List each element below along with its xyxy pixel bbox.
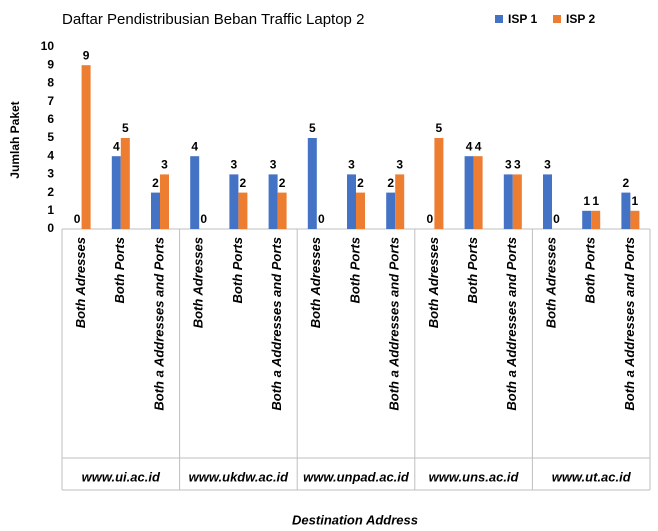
data-label: 3 bbox=[161, 158, 168, 172]
bar bbox=[111, 156, 121, 229]
data-label: 1 bbox=[632, 194, 639, 208]
bar bbox=[621, 192, 631, 229]
bar bbox=[268, 174, 278, 229]
data-label: 2 bbox=[387, 176, 394, 190]
x-tick-label: Both Ports bbox=[230, 237, 245, 303]
bar bbox=[434, 138, 444, 229]
data-label: 4 bbox=[191, 139, 198, 153]
y-tick-label: 0 bbox=[47, 221, 54, 235]
bar bbox=[503, 174, 513, 229]
data-label: 0 bbox=[318, 212, 325, 226]
data-label: 5 bbox=[309, 121, 316, 135]
bar bbox=[464, 156, 474, 229]
bar bbox=[120, 138, 130, 229]
data-label: 3 bbox=[514, 158, 521, 172]
data-label: 3 bbox=[348, 158, 355, 172]
x-tick-label: Both Adresses bbox=[308, 237, 323, 328]
bar bbox=[582, 210, 592, 229]
x-tick-label: Both Ports bbox=[583, 237, 598, 303]
x-tick-label: Both a Addresses and Ports bbox=[622, 237, 637, 411]
bar bbox=[512, 174, 522, 229]
y-tick-label: 9 bbox=[47, 57, 54, 71]
group-label: www.ui.ac.id bbox=[82, 469, 161, 484]
group-label: www.ukdw.ac.id bbox=[189, 469, 290, 484]
chart-title: Daftar Pendistribusian Beban Traffic Lap… bbox=[62, 11, 364, 28]
bar bbox=[160, 174, 169, 229]
data-label: 4 bbox=[113, 139, 120, 153]
data-label: 3 bbox=[231, 158, 238, 172]
data-label: 2 bbox=[279, 176, 286, 190]
y-tick-label: 4 bbox=[47, 148, 54, 162]
group-label: www.unpad.ac.id bbox=[303, 469, 410, 484]
x-tick-label: Both Adresses bbox=[426, 237, 441, 328]
bar bbox=[229, 174, 239, 229]
bar bbox=[347, 174, 356, 229]
legend-swatch bbox=[495, 15, 503, 23]
x-tick-label: Both Adresses bbox=[73, 237, 88, 328]
data-label: 3 bbox=[396, 158, 403, 172]
x-tick-label: Both Ports bbox=[465, 237, 480, 303]
bar bbox=[277, 192, 287, 229]
bar bbox=[151, 192, 160, 229]
data-label: 0 bbox=[553, 212, 560, 226]
x-tick-label: Both Ports bbox=[347, 237, 362, 303]
bar bbox=[190, 156, 200, 229]
data-label: 3 bbox=[544, 158, 551, 172]
bar bbox=[630, 210, 640, 229]
x-tick-label: Both a Addresses and Ports bbox=[269, 237, 284, 411]
y-tick-label: 8 bbox=[47, 76, 54, 90]
data-label: 9 bbox=[83, 48, 90, 62]
x-tick-label: Both Adresses bbox=[543, 237, 558, 328]
group-label: www.uns.ac.id bbox=[429, 469, 520, 484]
data-label: 0 bbox=[200, 212, 207, 226]
y-tick-label: 5 bbox=[47, 130, 54, 144]
y-tick-label: 10 bbox=[41, 39, 55, 53]
data-label: 2 bbox=[240, 176, 247, 190]
legend-label: ISP 2 bbox=[566, 12, 595, 26]
data-label: 4 bbox=[466, 139, 473, 153]
data-label: 1 bbox=[583, 194, 590, 208]
group-label: www.ut.ac.id bbox=[552, 469, 632, 484]
data-label: 3 bbox=[505, 158, 512, 172]
bar bbox=[238, 192, 248, 229]
y-tick-label: 7 bbox=[47, 94, 54, 108]
data-label: 0 bbox=[427, 212, 434, 226]
data-label: 2 bbox=[152, 176, 159, 190]
data-label: 5 bbox=[122, 121, 129, 135]
y-tick-label: 3 bbox=[47, 167, 54, 181]
bar bbox=[473, 156, 483, 229]
bar bbox=[81, 65, 91, 229]
data-label: 4 bbox=[475, 139, 482, 153]
y-tick-label: 2 bbox=[47, 185, 54, 199]
legend-swatch bbox=[553, 15, 561, 23]
data-label: 0 bbox=[74, 212, 81, 226]
bar bbox=[395, 174, 405, 229]
x-tick-label: Both Adresses bbox=[191, 237, 206, 328]
bar bbox=[356, 192, 365, 229]
x-axis-label: Destination Address bbox=[292, 512, 418, 527]
x-tick-label: Both a Addresses and Ports bbox=[151, 237, 166, 411]
bar bbox=[591, 210, 601, 229]
y-tick-label: 6 bbox=[47, 112, 54, 126]
legend-label: ISP 1 bbox=[508, 12, 537, 26]
data-label: 5 bbox=[436, 121, 443, 135]
x-tick-label: Both a Addresses and Ports bbox=[387, 237, 402, 411]
bar bbox=[543, 174, 552, 229]
data-label: 2 bbox=[357, 176, 364, 190]
data-label: 2 bbox=[623, 176, 630, 190]
x-tick-label: Both Ports bbox=[112, 237, 127, 303]
y-axis-label: Jumlah Paket bbox=[8, 101, 22, 178]
bar bbox=[386, 192, 396, 229]
y-tick-label: 1 bbox=[47, 203, 54, 217]
data-label: 1 bbox=[592, 194, 599, 208]
bar bbox=[307, 138, 317, 229]
x-tick-label: Both a Addresses and Ports bbox=[504, 237, 519, 411]
data-label: 3 bbox=[270, 158, 277, 172]
